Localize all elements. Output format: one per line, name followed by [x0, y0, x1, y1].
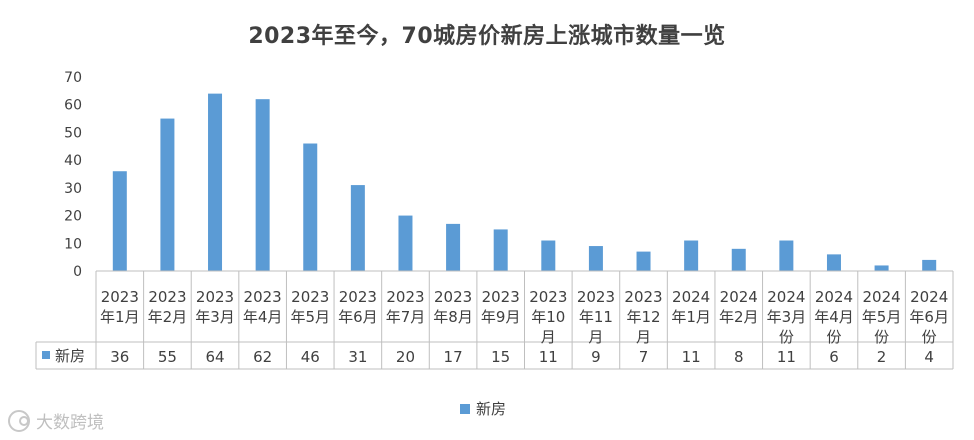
bar — [493, 229, 508, 271]
x-tick-label: 年4月 — [814, 308, 854, 326]
x-tick-label: 2023 — [196, 288, 234, 306]
bar — [588, 246, 603, 271]
data-label: 20 — [396, 348, 415, 366]
x-tick-label: 2024 — [720, 288, 758, 306]
bar — [208, 93, 223, 271]
data-label: 7 — [639, 348, 649, 366]
data-label: 11 — [777, 348, 796, 366]
x-tick-label: 2023 — [148, 288, 186, 306]
x-tick-label: 2024 — [910, 288, 948, 306]
x-tick-label: 份 — [826, 328, 841, 346]
x-tick-label: 年5月 — [862, 308, 902, 326]
x-tick-label: 年2月 — [148, 308, 188, 326]
bar — [874, 265, 889, 271]
table-series-label: 新房 — [55, 347, 85, 365]
x-tick-label: 年8月 — [433, 308, 473, 326]
bar — [684, 240, 699, 271]
x-tick-label: 2023 — [386, 288, 424, 306]
x-tick-label: 2023 — [101, 288, 139, 306]
watermark-text: 大数跨境 — [36, 413, 104, 433]
legend-swatch — [460, 403, 470, 414]
x-tick-label: 月 — [636, 328, 651, 346]
y-tick-label: 40 — [64, 153, 82, 169]
x-tick-label: 2024 — [862, 288, 900, 306]
x-tick-label: 月 — [541, 328, 556, 346]
x-tick-label: 份 — [874, 328, 889, 346]
x-tick-label: 2023 — [529, 288, 567, 306]
data-label: 46 — [301, 348, 320, 366]
bar — [398, 215, 413, 271]
bar — [826, 254, 841, 271]
bar — [731, 248, 746, 271]
x-tick-label: 2023 — [624, 288, 662, 306]
data-label: 9 — [591, 348, 601, 366]
data-label: 11 — [682, 348, 701, 366]
bar — [636, 251, 651, 271]
x-tick-label: 2024 — [767, 288, 805, 306]
bar — [112, 171, 127, 271]
x-tick-label: 年5月 — [290, 308, 330, 326]
data-label: 17 — [444, 348, 463, 366]
watermark: 大数跨境 — [8, 408, 104, 433]
x-tick-label: 年6月 — [909, 308, 949, 326]
data-label: 8 — [734, 348, 744, 366]
x-tick-label: 份 — [922, 328, 937, 346]
data-label: 31 — [348, 348, 367, 366]
x-tick-label: 2023 — [434, 288, 472, 306]
data-label: 6 — [829, 348, 839, 366]
y-tick-label: 20 — [64, 209, 82, 225]
data-label: 55 — [158, 348, 177, 366]
x-tick-label: 份 — [779, 328, 794, 346]
table-legend-swatch — [42, 351, 50, 359]
chart-title: 2023年至今，70城房价新房上涨城市数量一览 — [248, 24, 726, 49]
y-tick-label: 30 — [64, 181, 82, 197]
x-tick-label: 年6月 — [338, 308, 378, 326]
data-label: 36 — [110, 348, 129, 366]
x-tick-label: 2023 — [482, 288, 520, 306]
bar — [350, 185, 365, 271]
x-tick-label: 月 — [588, 328, 603, 346]
watermark-logo-icon — [8, 409, 30, 432]
x-tick-label: 年12 — [626, 308, 660, 326]
y-tick-label: 50 — [64, 125, 82, 141]
x-tick-label: 2024 — [815, 288, 853, 306]
x-tick-label: 年2月 — [719, 308, 759, 326]
bar — [541, 240, 556, 271]
data-label: 64 — [205, 348, 224, 366]
data-label: 15 — [491, 348, 510, 366]
data-label: 62 — [253, 348, 272, 366]
bar — [922, 259, 937, 271]
data-label: 2 — [877, 348, 887, 366]
x-tick-label: 2023 — [577, 288, 615, 306]
y-tick-label: 70 — [64, 70, 82, 86]
y-tick-label: 10 — [64, 236, 82, 252]
x-tick-label: 年11 — [579, 308, 613, 326]
data-label: 11 — [539, 348, 558, 366]
x-tick-label: 2023 — [244, 288, 282, 306]
chart-legend: 新房 — [460, 398, 506, 419]
x-tick-label: 2023 — [291, 288, 329, 306]
x-tick-label: 年9月 — [481, 308, 521, 326]
x-tick-label: 年1月 — [100, 308, 140, 326]
legend-label: 新房 — [476, 400, 507, 418]
bar — [446, 223, 461, 271]
data-label: 4 — [924, 348, 934, 366]
bar — [303, 143, 318, 271]
x-tick-label: 年4月 — [243, 308, 283, 326]
y-tick-label: 0 — [73, 264, 82, 280]
x-tick-label: 年7月 — [386, 308, 426, 326]
x-tick-label: 年1月 — [671, 308, 711, 326]
bar — [160, 118, 175, 271]
x-tick-label: 2024 — [672, 288, 710, 306]
x-tick-label: 年3月 — [767, 308, 807, 326]
bar — [255, 99, 270, 272]
x-tick-label: 年10 — [531, 308, 565, 326]
bar — [779, 240, 794, 271]
x-tick-label: 2023 — [339, 288, 377, 306]
y-tick-label: 60 — [64, 98, 82, 114]
x-tick-label: 年3月 — [195, 308, 235, 326]
